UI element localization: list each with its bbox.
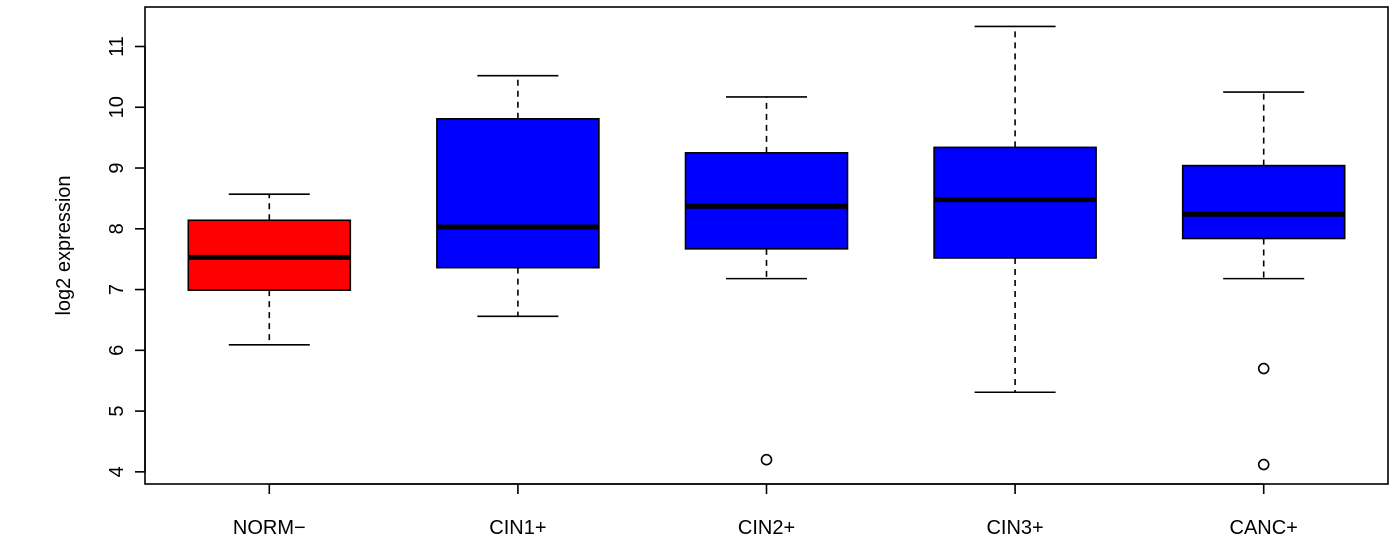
y-tick-label: 11	[106, 36, 128, 57]
y-tick-label: 8	[106, 223, 128, 234]
iqr-box	[1181, 164, 1346, 240]
y-tick-label: 7	[106, 284, 128, 295]
x-axis: NORM− CIN1+ CIN2+ CIN3+ CANC+	[233, 483, 1298, 539]
x-tick-label: CIN2+	[738, 517, 795, 539]
box-group	[436, 74, 600, 318]
x-tick-label: CIN3+	[986, 517, 1043, 539]
outlier-point	[760, 453, 773, 466]
plot-frame	[144, 6, 1389, 485]
x-tick-label: CANC+	[1230, 517, 1298, 539]
x-tick-label: NORM−	[233, 517, 306, 539]
outlier-point	[1257, 362, 1270, 375]
iqr-box	[436, 118, 600, 269]
outlier-point	[1257, 458, 1270, 471]
y-tick-label: 9	[106, 162, 128, 173]
y-axis: 4 5 6 7 8 9 10 11	[106, 36, 146, 477]
box-group	[933, 25, 1097, 394]
x-tick-label: CIN1+	[489, 517, 546, 539]
y-tick-label: 6	[106, 345, 128, 356]
y-tick-label: 10	[106, 96, 128, 118]
y-tick-label: 4	[106, 466, 128, 477]
y-axis-title: log2 expression	[53, 175, 75, 315]
plot-area	[187, 25, 1346, 471]
y-tick-label: 5	[106, 406, 128, 417]
box-group	[1181, 91, 1346, 471]
box-group	[684, 96, 849, 466]
box-group	[187, 193, 352, 346]
iqr-box	[684, 152, 849, 250]
iqr-box	[933, 146, 1097, 259]
